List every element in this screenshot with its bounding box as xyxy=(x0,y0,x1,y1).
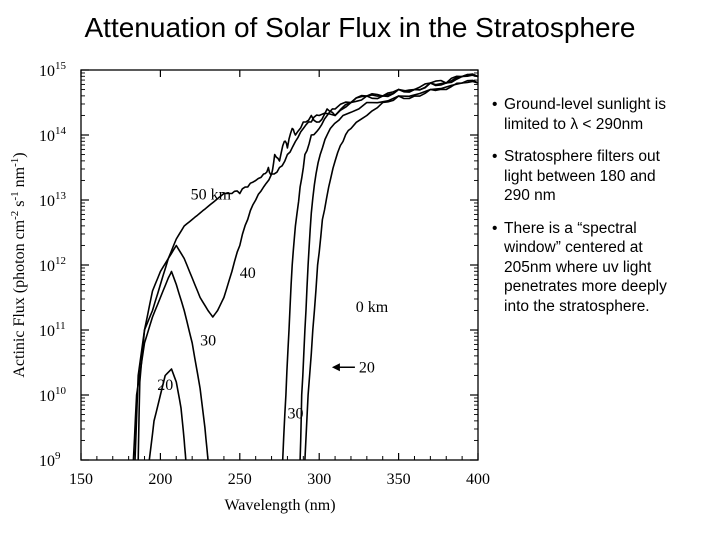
y-tick-label: 1010 xyxy=(39,385,67,405)
y-tick-base: 10 xyxy=(39,323,55,340)
bullet-line: light between 180 and xyxy=(504,167,656,185)
bullet-item: • Stratosphere filters out light between… xyxy=(492,147,702,206)
x-tick-label: 150 xyxy=(69,471,93,488)
bullet-line: into the stratosphere. xyxy=(504,297,650,315)
y-tick-exponent: 11 xyxy=(55,320,66,332)
y-tick-label: 1011 xyxy=(39,320,66,340)
y-tick-base: 10 xyxy=(39,63,55,80)
y-tick-label: 1012 xyxy=(39,255,66,275)
bullet-item: • Ground-level sunlight is limited to λ … xyxy=(492,95,702,134)
bullet-line: limited to λ < 290nm xyxy=(504,115,644,133)
series-line xyxy=(304,79,479,461)
x-tick-label: 250 xyxy=(228,471,252,488)
series-line xyxy=(148,368,187,461)
annotation-arrow-head xyxy=(331,363,340,372)
x-tick-label: 400 xyxy=(466,471,490,488)
bullet-line: Stratosphere filters out xyxy=(504,148,660,165)
curve-label: 0 km xyxy=(356,299,389,316)
curve-label: 20 xyxy=(157,377,173,394)
y-tick-base: 10 xyxy=(39,453,55,470)
bullet-line: 205nm where uv light xyxy=(504,258,652,276)
curve-label: 30 xyxy=(200,333,216,350)
bullet-line: window” centered at xyxy=(504,239,643,256)
y-tick-base: 10 xyxy=(39,128,55,145)
y-tick-label: 1015 xyxy=(39,60,67,80)
bullet-line: penetrates more deeply xyxy=(504,278,667,295)
y-label-part: nm xyxy=(11,166,28,191)
y-label-superscript: -2 xyxy=(9,211,21,220)
bullet-list: • Ground-level sunlight is limited to λ … xyxy=(492,95,702,329)
y-tick-label: 1014 xyxy=(39,125,67,145)
series-line xyxy=(299,80,479,461)
bullet-line: There is a “spectral xyxy=(504,219,637,237)
bullet-line: 290 nm xyxy=(504,187,556,204)
y-tick-base: 10 xyxy=(39,258,55,275)
series-line xyxy=(132,270,209,461)
x-axis-label: Wavelength (nm) xyxy=(224,497,335,514)
bullet-item: • There is a “spectral window” centered … xyxy=(492,219,702,317)
bullet-text: Ground-level sunlight is limited to λ < … xyxy=(504,95,702,134)
curve-label: 20 xyxy=(359,359,375,376)
y-tick-exponent: 15 xyxy=(55,60,67,72)
y-tick-base: 10 xyxy=(39,388,55,405)
bullet-dot: • xyxy=(492,219,498,237)
series-lines xyxy=(132,73,479,461)
y-tick-label: 1013 xyxy=(39,190,67,210)
plot-frame xyxy=(80,69,479,461)
axis-ticks xyxy=(80,69,479,461)
x-tick-labels: 150 200 250 300 350 400 xyxy=(69,471,490,488)
curve-label: 50 km xyxy=(191,186,232,203)
curve-label: 30 xyxy=(287,405,303,422)
curve-annotations: 50 km 40 30 20 0 km 20 30 xyxy=(157,186,389,422)
y-label-part: Actinic Flux (photon cm xyxy=(11,219,28,377)
y-label-superscript: -1 xyxy=(9,191,21,200)
series-line xyxy=(281,73,479,461)
y-tick-exponent: 13 xyxy=(55,190,67,202)
x-tick-label: 200 xyxy=(148,471,172,488)
x-tick-label: 300 xyxy=(307,471,331,488)
curve-label: 40 xyxy=(240,265,256,282)
y-label-part: ) xyxy=(11,152,28,157)
y-tick-exponent: 10 xyxy=(55,385,67,397)
bullet-line: Ground-level sunlight is xyxy=(504,96,666,113)
bullet-text: Stratosphere filters out light between 1… xyxy=(504,147,702,206)
bullet-dot: • xyxy=(492,96,498,113)
x-tick-label: 350 xyxy=(387,471,411,488)
y-tick-exponent: 14 xyxy=(55,125,67,137)
y-axis-label: Actinic Flux (photon cm-2 s-1 nm-1) xyxy=(9,152,28,377)
series-line xyxy=(137,74,479,461)
y-tick-exponent: 9 xyxy=(55,450,61,462)
y-label-superscript: -1 xyxy=(9,158,21,167)
slide-title: Attenuation of Solar Flux in the Stratos… xyxy=(84,12,636,43)
y-tick-label: 109 xyxy=(39,450,61,470)
y-tick-base: 10 xyxy=(39,193,55,210)
bullet-text: There is a “spectral window” centered at… xyxy=(504,219,702,317)
y-label-part: s xyxy=(11,200,28,210)
series-line xyxy=(134,73,479,461)
bullet-dot: • xyxy=(492,148,498,165)
y-tick-exponent: 12 xyxy=(55,255,66,267)
